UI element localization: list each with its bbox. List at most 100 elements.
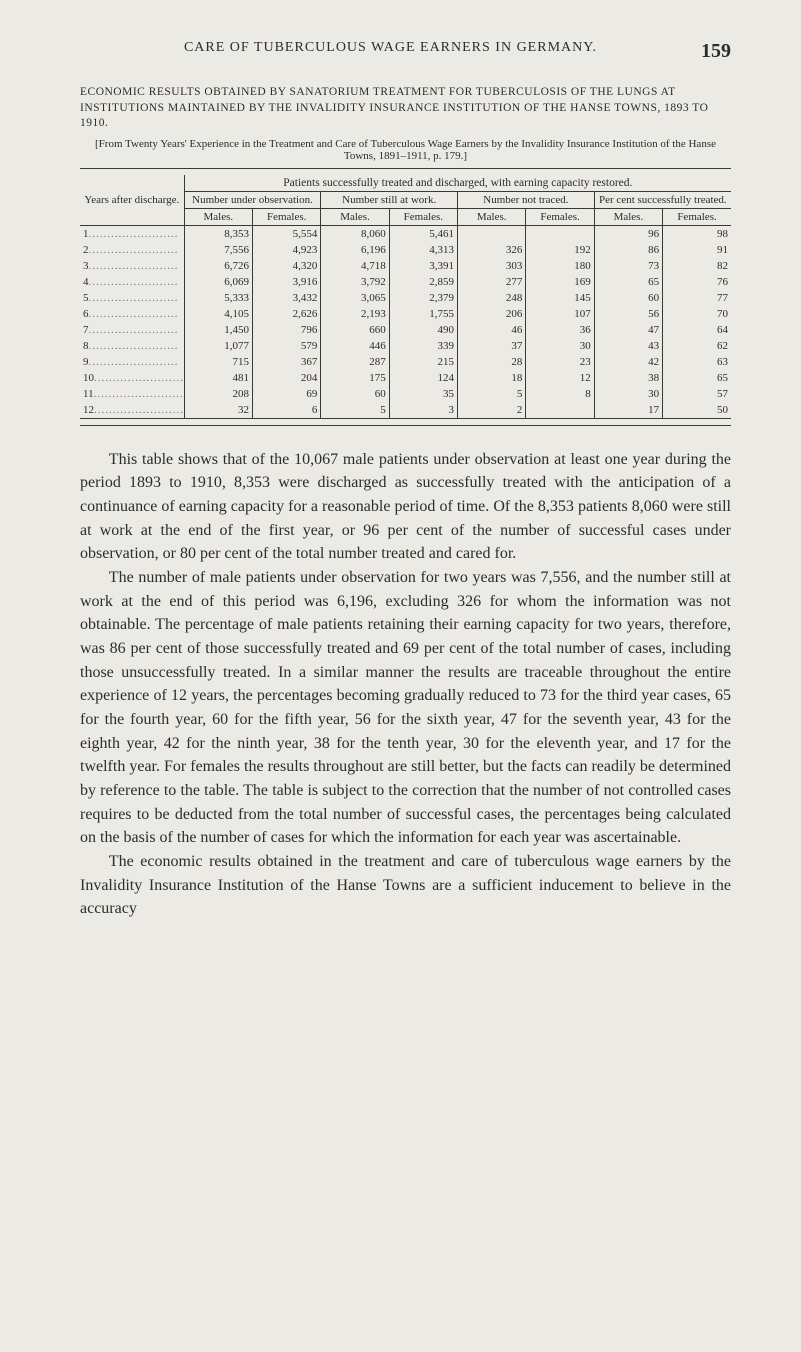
rule-top (80, 168, 731, 169)
paragraph: This table shows that of the 10,067 male… (80, 448, 731, 566)
year-cell: 4 (80, 274, 184, 290)
data-cell: 169 (526, 274, 594, 290)
data-cell: 30 (526, 338, 594, 354)
col-group-1: Number still at work. (321, 191, 458, 208)
data-cell: 192 (526, 242, 594, 258)
year-cell: 8 (80, 338, 184, 354)
data-cell: 37 (458, 338, 526, 354)
running-head-title: CARE OF TUBERCULOUS WAGE EARNERS IN GERM… (184, 40, 597, 55)
data-cell: 2,193 (321, 306, 389, 322)
data-cell: 69 (253, 386, 321, 402)
data-cell: 4,313 (389, 242, 457, 258)
rule-bottom (80, 425, 731, 426)
year-cell: 5 (80, 290, 184, 306)
results-table: Years after discharge. Patients successf… (80, 175, 731, 419)
year-cell: 6 (80, 306, 184, 322)
data-cell: 7,556 (184, 242, 252, 258)
data-cell: 46 (458, 322, 526, 338)
data-cell: 36 (526, 322, 594, 338)
data-cell: 3,065 (321, 290, 389, 306)
data-cell: 8,353 (184, 225, 252, 242)
data-cell: 107 (526, 306, 594, 322)
data-cell: 56 (594, 306, 662, 322)
table-subcaption: [From Twenty Years' Experience in the Tr… (80, 138, 731, 162)
data-cell: 77 (663, 290, 731, 306)
table-row: 55,3333,4323,0652,3792481456077 (80, 290, 731, 306)
data-cell: 277 (458, 274, 526, 290)
data-cell: 660 (321, 322, 389, 338)
data-cell: 98 (663, 225, 731, 242)
year-cell: 9 (80, 354, 184, 370)
paragraph: The economic results obtained in the tre… (80, 850, 731, 921)
data-cell: 4,718 (321, 258, 389, 274)
data-cell: 86 (594, 242, 662, 258)
data-cell: 42 (594, 354, 662, 370)
sub-2-m: Males. (458, 208, 526, 225)
table-body: 18,3535,5548,0605,461969827,5564,9236,19… (80, 225, 731, 418)
data-cell: 3 (389, 402, 457, 419)
table-row: 1048120417512418123865 (80, 370, 731, 386)
data-cell: 579 (253, 338, 321, 354)
table-row: 81,07757944633937304362 (80, 338, 731, 354)
data-cell: 76 (663, 274, 731, 290)
data-cell: 2,859 (389, 274, 457, 290)
year-cell: 12 (80, 402, 184, 419)
data-cell: 1,755 (389, 306, 457, 322)
data-cell: 481 (184, 370, 252, 386)
data-cell: 50 (663, 402, 731, 419)
data-cell: 60 (321, 386, 389, 402)
table-row: 27,5564,9236,1964,3133261928691 (80, 242, 731, 258)
sub-1-m: Males. (321, 208, 389, 225)
table-caption-main: ECONOMIC RESULTS OBTAINED BY SANATORIUM … (80, 85, 731, 132)
table-row: 18,3535,5548,0605,4619698 (80, 225, 731, 242)
data-cell: 64 (663, 322, 731, 338)
data-cell: 4,105 (184, 306, 252, 322)
data-cell: 180 (526, 258, 594, 274)
table-row: 64,1052,6262,1931,7552061075670 (80, 306, 731, 322)
data-cell: 65 (663, 370, 731, 386)
data-cell: 4,320 (253, 258, 321, 274)
data-cell: 287 (321, 354, 389, 370)
page: 159 CARE OF TUBERCULOUS WAGE EARNERS IN … (0, 0, 801, 1352)
data-cell: 63 (663, 354, 731, 370)
data-cell: 91 (663, 242, 731, 258)
data-cell: 796 (253, 322, 321, 338)
sub-3-f: Females. (663, 208, 731, 225)
table-row: 971536728721528234263 (80, 354, 731, 370)
data-cell: 3,792 (321, 274, 389, 290)
data-cell (458, 225, 526, 242)
sub-0-f: Females. (253, 208, 321, 225)
data-cell: 2 (458, 402, 526, 419)
data-cell: 8 (526, 386, 594, 402)
data-cell: 6,726 (184, 258, 252, 274)
data-cell: 1,077 (184, 338, 252, 354)
col-group-0: Number under observation. (184, 191, 321, 208)
year-cell: 10 (80, 370, 184, 386)
data-cell: 17 (594, 402, 662, 419)
data-cell: 124 (389, 370, 457, 386)
table-row: 71,45079666049046364764 (80, 322, 731, 338)
running-head: 159 CARE OF TUBERCULOUS WAGE EARNERS IN … (80, 40, 731, 63)
col-group-3: Per cent successfully treated. (594, 191, 731, 208)
data-cell: 5,333 (184, 290, 252, 306)
year-cell: 11 (80, 386, 184, 402)
data-cell: 326 (458, 242, 526, 258)
data-cell: 3,391 (389, 258, 457, 274)
year-cell: 3 (80, 258, 184, 274)
body-text: This table shows that of the 10,067 male… (80, 448, 731, 921)
data-cell: 35 (389, 386, 457, 402)
table-row: 11208696035583057 (80, 386, 731, 402)
data-cell: 32 (184, 402, 252, 419)
row-header: Years after discharge. (80, 175, 184, 226)
data-cell: 206 (458, 306, 526, 322)
data-cell: 303 (458, 258, 526, 274)
data-cell: 18 (458, 370, 526, 386)
data-cell: 82 (663, 258, 731, 274)
data-cell: 47 (594, 322, 662, 338)
data-cell: 60 (594, 290, 662, 306)
data-cell: 6,069 (184, 274, 252, 290)
data-cell: 6 (253, 402, 321, 419)
data-cell: 715 (184, 354, 252, 370)
data-cell: 208 (184, 386, 252, 402)
paragraph: The number of male patients under observ… (80, 566, 731, 850)
